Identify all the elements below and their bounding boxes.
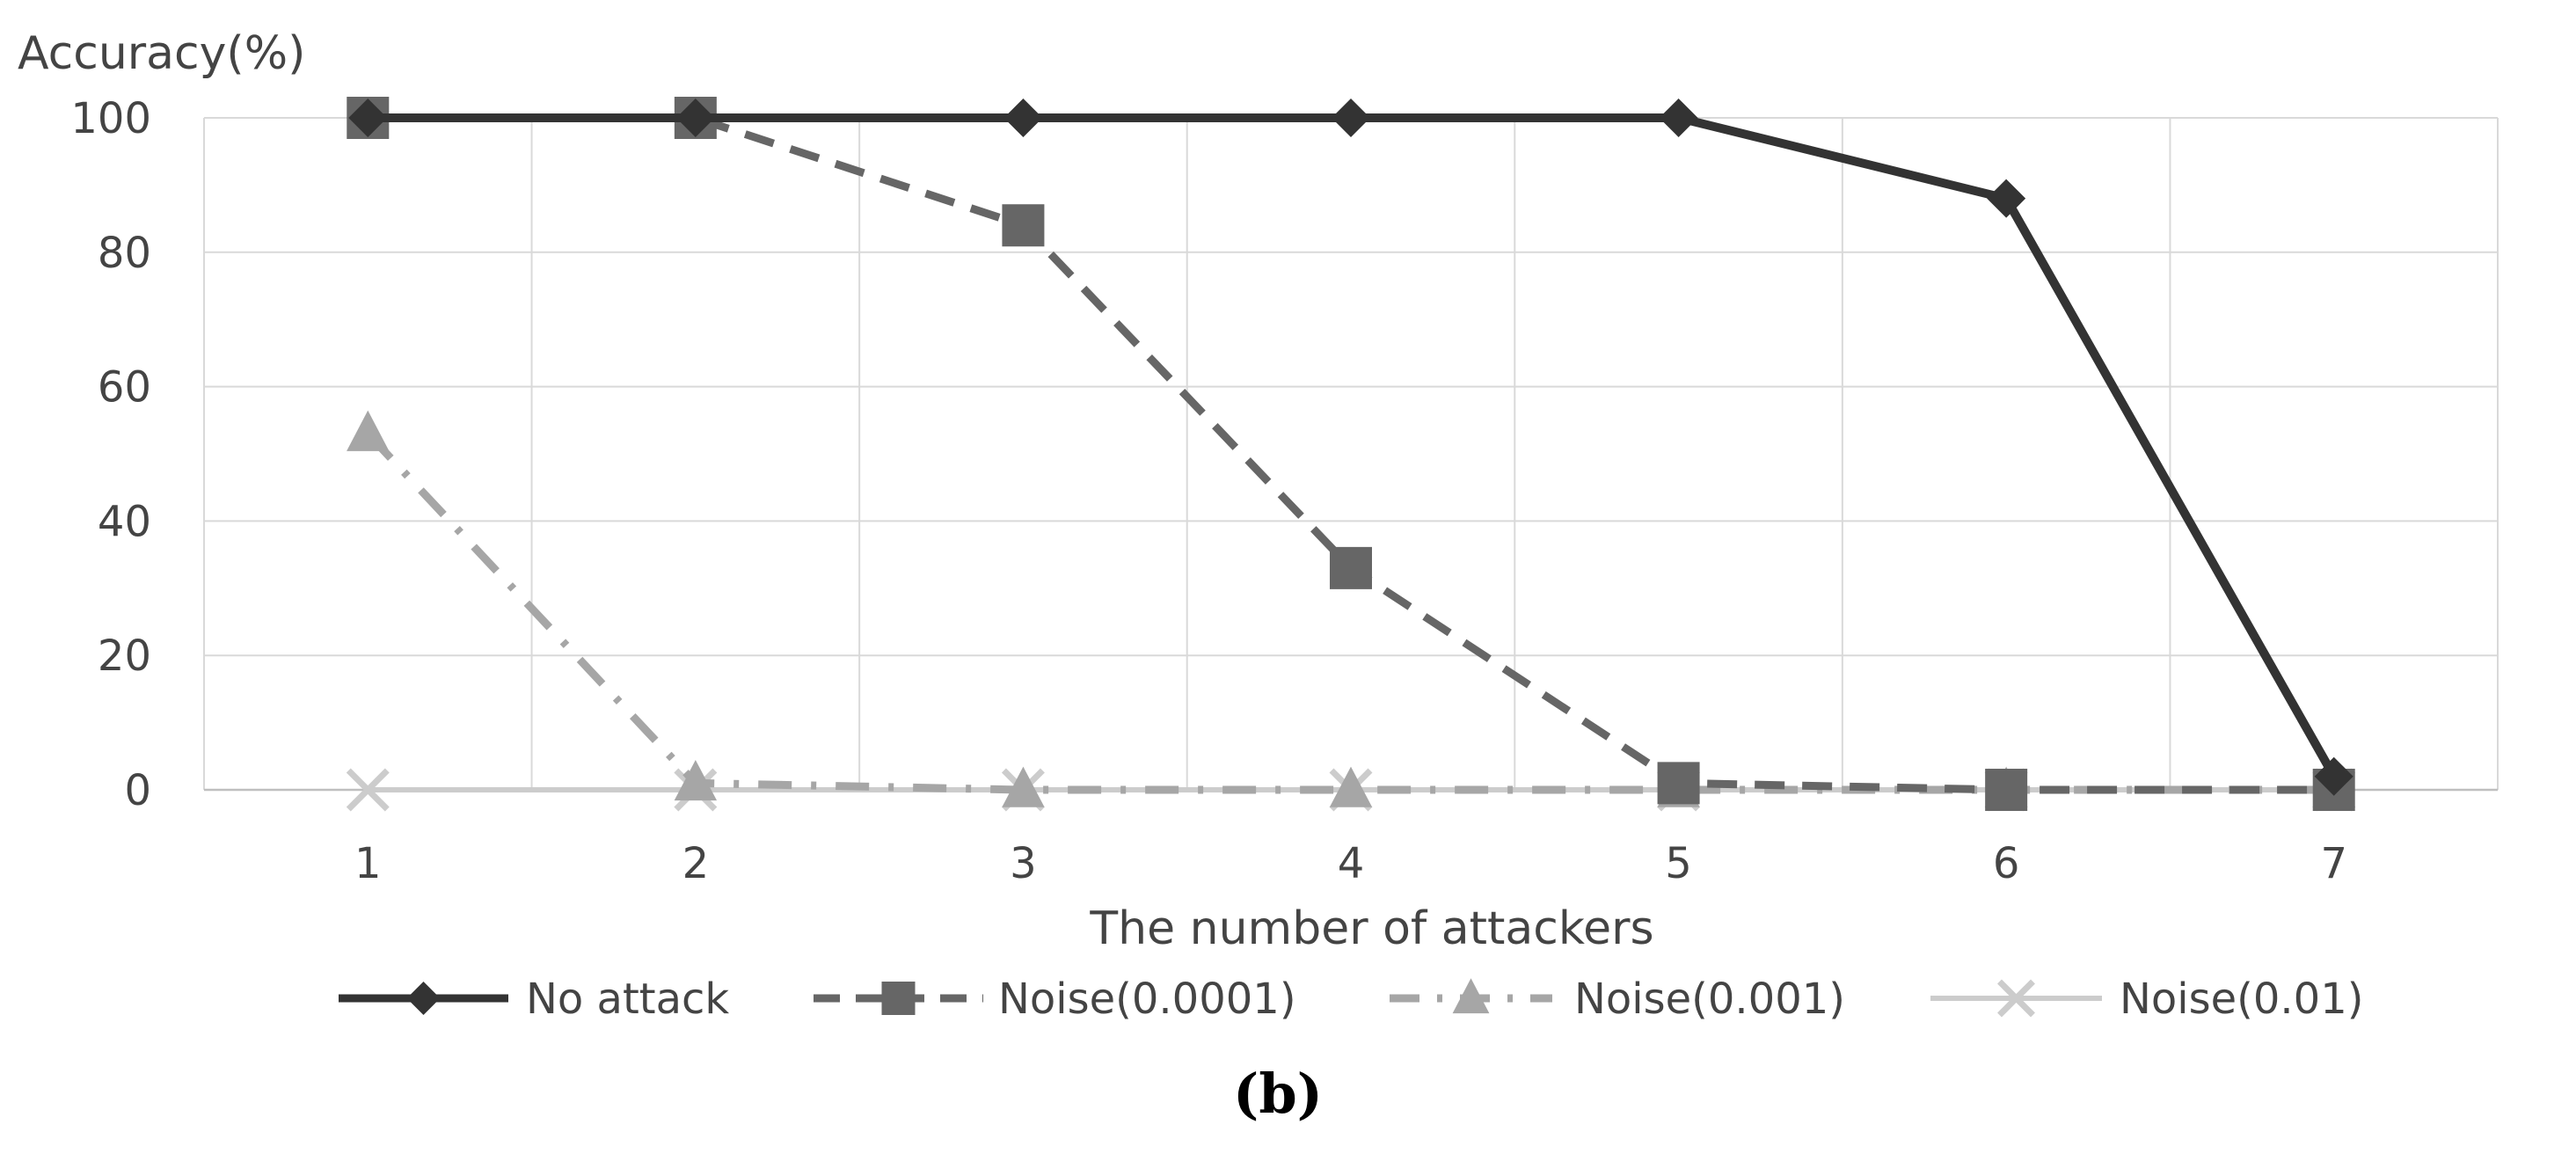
x-tick-label: 4 <box>1338 839 1365 888</box>
legend-label: No attack <box>526 975 729 1024</box>
point-triangle <box>1452 978 1490 1014</box>
point-square <box>881 982 916 1015</box>
legend-entry-3: Noise(0.001) <box>1390 975 1845 1024</box>
figure-caption: (b) <box>1233 1062 1323 1126</box>
y-axis-title: Accuracy(%) <box>18 27 305 80</box>
point-square <box>1330 546 1372 589</box>
point-square <box>1002 204 1045 247</box>
point-x <box>1997 979 2035 1018</box>
legend-label: Noise(0.0001) <box>998 975 1296 1024</box>
point-x <box>346 768 390 812</box>
y-tick-label: 60 <box>98 363 151 413</box>
legend-entry-4: Noise(0.01) <box>1930 975 2363 1024</box>
y-tick-label: 40 <box>98 497 151 546</box>
point-x-stroke <box>346 768 390 812</box>
tick-labels: 0 20 40 60 80 100 1 2 3 4 5 6 7 <box>70 94 2347 888</box>
x-tick-label: 7 <box>2320 839 2347 888</box>
x-tick-label: 3 <box>1010 839 1037 888</box>
point-diamond <box>348 99 388 137</box>
point-diamond <box>2314 756 2353 796</box>
y-tick-label: 0 <box>124 766 151 815</box>
point-triangle <box>1329 766 1373 807</box>
point-diamond <box>1332 99 1370 137</box>
series <box>346 97 2356 812</box>
legend-entry-2: Noise(0.0001) <box>814 975 1296 1024</box>
x-tick-label: 5 <box>1665 839 1692 888</box>
legend-entry-1: No attack <box>339 975 729 1024</box>
y-tick-label: 20 <box>98 632 151 681</box>
series-1 <box>348 99 2353 796</box>
legend-label: Noise(0.01) <box>2120 975 2363 1024</box>
legend-label: Noise(0.001) <box>1574 975 1845 1024</box>
point-diamond <box>1987 179 2026 218</box>
grid-lines <box>203 117 2499 790</box>
point-triangle <box>674 759 718 801</box>
point-diamond <box>1659 99 1698 137</box>
y-tick-label: 80 <box>98 229 151 278</box>
x-tick-label: 6 <box>1993 839 2020 888</box>
point-square <box>1985 769 2028 811</box>
x-tick-label: 1 <box>354 839 382 888</box>
point-square <box>1657 762 1700 805</box>
point-diamond <box>406 982 441 1015</box>
y-tick-label: 100 <box>70 94 151 143</box>
x-tick-label: 2 <box>682 839 710 888</box>
legend: No attack Noise(0.0001) Noise(0.001) Noise(… <box>339 975 2363 1024</box>
point-diamond <box>1003 99 1043 137</box>
point-diamond <box>675 99 715 137</box>
point-triangle <box>1002 766 1045 807</box>
x-axis-title: The number of attackers <box>1089 902 1653 955</box>
point-triangle <box>347 410 390 451</box>
point-x-stroke <box>1997 979 2035 1018</box>
